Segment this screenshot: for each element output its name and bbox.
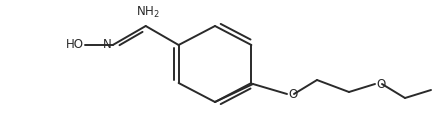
Text: N: N — [103, 38, 112, 52]
Text: O: O — [376, 78, 385, 90]
Text: NH$_2$: NH$_2$ — [136, 5, 160, 20]
Text: O: O — [288, 87, 297, 101]
Text: HO: HO — [66, 38, 84, 52]
